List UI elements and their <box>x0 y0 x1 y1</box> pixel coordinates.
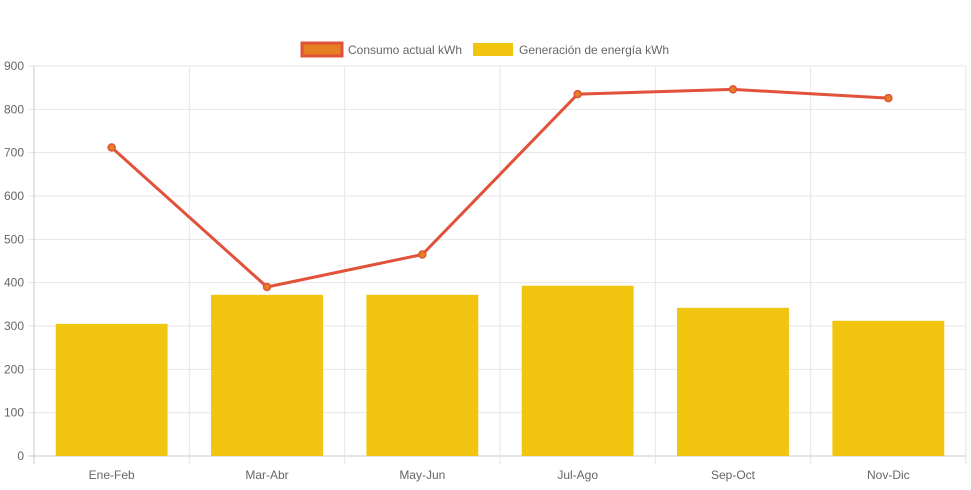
point-consumo[interactable] <box>573 89 582 99</box>
legend-swatch-generacion[interactable] <box>473 43 513 56</box>
y-tick-label: 0 <box>17 449 24 463</box>
y-tick-label: 300 <box>4 319 24 333</box>
y-tick-label: 900 <box>4 59 24 73</box>
y-tick-label: 700 <box>4 146 24 160</box>
y-tick-label: 800 <box>4 102 24 116</box>
point-consumo[interactable] <box>262 282 272 292</box>
bar-generacion[interactable] <box>366 294 479 456</box>
legend-label-generacion[interactable]: Generación de energía kWh <box>519 43 669 57</box>
point-consumo[interactable] <box>728 85 738 94</box>
point-consumo[interactable] <box>884 93 893 103</box>
line-series <box>107 85 893 292</box>
y-tick-label: 500 <box>4 232 24 246</box>
bar-generacion[interactable] <box>832 320 945 456</box>
bar-series <box>55 285 945 456</box>
bar-generacion[interactable] <box>211 294 323 456</box>
x-tick-label: May-Jun <box>399 468 445 482</box>
grid-lines <box>28 65 967 464</box>
legend-label-consumo[interactable]: Consumo actual kWh <box>348 43 462 57</box>
x-tick-label: Ene-Feb <box>89 468 135 482</box>
legend: Consumo actual kWh Generación de energía… <box>300 41 669 58</box>
x-tick-label: Jul-Ago <box>557 468 598 482</box>
x-axis: Ene-Feb Mar-Abr May-Jun Jul-Ago Sep-Oct Nov-D… <box>89 468 910 482</box>
bar-generacion[interactable] <box>55 323 168 456</box>
y-tick-label: 400 <box>4 276 24 290</box>
point-consumo[interactable] <box>107 143 116 152</box>
point-consumo[interactable] <box>418 250 427 259</box>
bar-generacion[interactable] <box>677 307 789 456</box>
y-tick-label: 600 <box>4 189 24 203</box>
x-tick-label: Mar-Abr <box>245 468 288 482</box>
y-tick-label: 200 <box>4 362 24 376</box>
y-axis: 0 100 200 300 400 500 600 700 800 900 <box>4 59 24 463</box>
line-consumo <box>110 87 889 289</box>
bar-generacion[interactable] <box>521 285 634 456</box>
y-tick-label: 100 <box>4 406 24 420</box>
legend-swatch-consumo[interactable] <box>300 41 344 58</box>
x-tick-label: Nov-Dic <box>867 468 910 482</box>
x-tick-label: Sep-Oct <box>711 468 756 482</box>
